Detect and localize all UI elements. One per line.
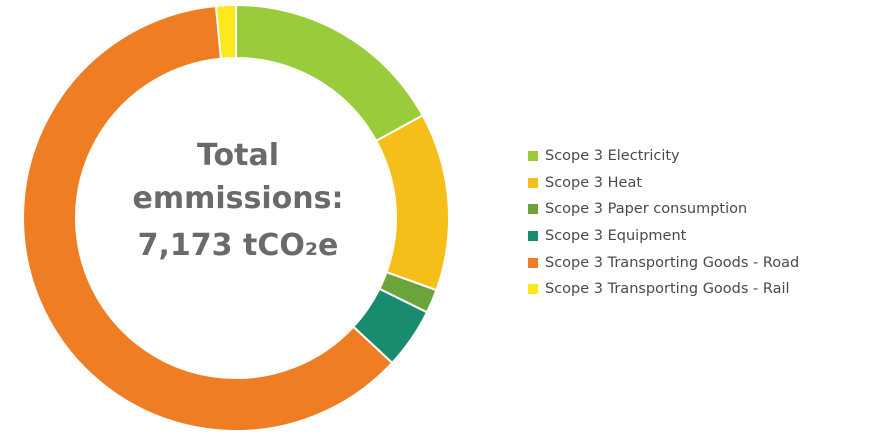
chart-legend: Scope 3 Electricity Scope 3 Heat Scope 3 P…	[528, 143, 799, 303]
center-total-value: 7,173 tCO₂e	[137, 228, 339, 263]
legend-swatch	[528, 284, 538, 295]
legend-label: Scope 3 Equipment	[545, 228, 687, 245]
legend-swatch	[528, 231, 538, 242]
legend-item: Scope 3 Electricity	[528, 143, 799, 170]
donut-chart	[22, 3, 450, 432]
legend-label: Scope 3 Paper consumption	[545, 201, 748, 218]
legend-swatch	[528, 177, 538, 188]
donut-slice-1	[235, 3, 425, 143]
donut-slice-2	[374, 114, 450, 292]
legend-label: Scope 3 Heat	[545, 174, 643, 191]
legend-label: Scope 3 Electricity	[545, 148, 680, 165]
legend-item: Scope 3 Transporting Goods - Road	[528, 249, 799, 276]
center-total-label: Total	[197, 138, 279, 173]
donut-slice-5	[22, 4, 394, 432]
donut-slice-6	[214, 3, 237, 60]
legend-swatch	[528, 151, 538, 162]
legend-swatch	[528, 204, 538, 215]
legend-label: Scope 3 Transporting Goods - Road	[545, 254, 800, 271]
legend-item: Scope 3 Equipment	[528, 223, 799, 250]
legend-item: Scope 3 Paper consumption	[528, 196, 799, 223]
legend-item: Scope 3 Heat	[528, 170, 799, 197]
legend-label: Scope 3 Transporting Goods - Rail	[545, 281, 790, 298]
legend-item: Scope 3 Transporting Goods - Rail	[528, 276, 799, 303]
center-emissions-label: emmissions:	[132, 181, 344, 216]
legend-swatch	[528, 257, 538, 268]
